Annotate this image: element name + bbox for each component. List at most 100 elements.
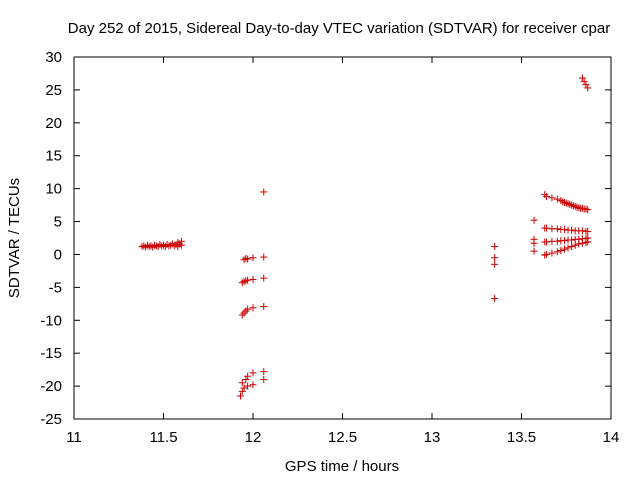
data-point (530, 247, 538, 255)
y-tick-label: -25 (40, 411, 62, 428)
data-point (543, 193, 551, 201)
data-point (566, 200, 574, 208)
data-point (573, 203, 581, 211)
data-point (244, 255, 252, 263)
data-point (543, 224, 551, 232)
x-axis-label: GPS time / hours (285, 458, 399, 475)
data-point (560, 245, 568, 253)
data-point (560, 237, 568, 245)
data-point (260, 376, 268, 384)
data-series (138, 74, 592, 400)
data-point (491, 243, 499, 251)
x-axis: 11 11.5 12 12.5 13 13.5 14 (66, 57, 619, 446)
data-point (158, 242, 166, 250)
data-point (564, 200, 572, 208)
data-point (491, 254, 499, 262)
data-point (238, 379, 246, 387)
data-point (236, 392, 244, 400)
data-point (242, 254, 250, 262)
y-tick-label: -20 (40, 378, 62, 395)
data-point (260, 188, 268, 196)
data-point (557, 196, 565, 204)
data-point (242, 277, 250, 285)
data-point (491, 260, 499, 268)
data-point (543, 250, 551, 258)
data-point (582, 205, 590, 213)
data-point (578, 204, 586, 212)
y-tick-label: -15 (40, 345, 62, 362)
data-point (260, 368, 268, 376)
data-point (249, 304, 257, 312)
data-point (530, 239, 538, 247)
x-tick-label: 14 (603, 429, 620, 446)
data-point (240, 256, 248, 264)
data-point (582, 239, 590, 247)
data-point (568, 201, 576, 209)
data-point (240, 277, 248, 285)
data-point (242, 376, 250, 384)
data-point (151, 241, 159, 249)
x-tick-label: 12.5 (328, 429, 357, 446)
data-point (240, 384, 248, 392)
y-tick-label: 10 (45, 181, 62, 198)
data-point (578, 74, 586, 82)
data-point (571, 202, 579, 210)
data-point (244, 276, 252, 284)
data-point (145, 243, 153, 251)
data-point (584, 206, 592, 214)
data-point (564, 244, 572, 252)
data-point (244, 382, 252, 390)
data-point (140, 242, 148, 250)
data-point (569, 202, 577, 210)
data-point (582, 81, 590, 89)
data-point (156, 241, 164, 249)
plot-frame (73, 56, 612, 420)
data-point (553, 195, 561, 203)
data-point (580, 77, 588, 85)
data-point (543, 238, 551, 246)
data-point (260, 253, 268, 261)
data-point (578, 227, 586, 235)
data-point (584, 227, 592, 235)
y-tick-label: 5 (54, 214, 62, 231)
data-point (568, 243, 576, 251)
x-tick-label: 12 (245, 429, 262, 446)
data-point (559, 198, 567, 206)
data-point (568, 226, 576, 234)
data-point (491, 295, 499, 303)
data-point (167, 241, 175, 249)
data-point (541, 251, 549, 259)
chart-title: Day 252 of 2015, Sidereal Day-to-day VTE… (68, 20, 610, 37)
data-point (557, 247, 565, 255)
data-point (138, 243, 146, 251)
data-point (578, 239, 586, 247)
x-tick-label: 13 (424, 429, 441, 446)
y-tick-label: -10 (40, 312, 62, 329)
data-point (553, 225, 561, 233)
data-point (260, 274, 268, 282)
data-point (548, 249, 556, 257)
y-axis-label: SDTVAR / TECUs (6, 178, 23, 298)
data-point (571, 241, 579, 249)
data-point (575, 240, 583, 248)
x-tick-label: 11 (66, 429, 82, 446)
data-point (249, 275, 257, 283)
data-point (260, 302, 268, 310)
data-point (238, 279, 246, 287)
data-point (553, 248, 561, 256)
data-point (244, 372, 252, 380)
data-point (584, 84, 592, 92)
y-axis: -25 -20 -15 -10 -5 0 5 10 15 20 25 30 (40, 49, 611, 428)
data-point (238, 387, 246, 395)
data-point (160, 241, 167, 249)
data-point (170, 242, 178, 250)
y-tick-label: -5 (49, 279, 62, 296)
data-point (560, 225, 568, 233)
data-point (249, 369, 257, 377)
data-point (553, 237, 561, 245)
data-point (530, 216, 538, 224)
y-tick-label: 15 (45, 148, 62, 165)
data-point (562, 199, 570, 207)
